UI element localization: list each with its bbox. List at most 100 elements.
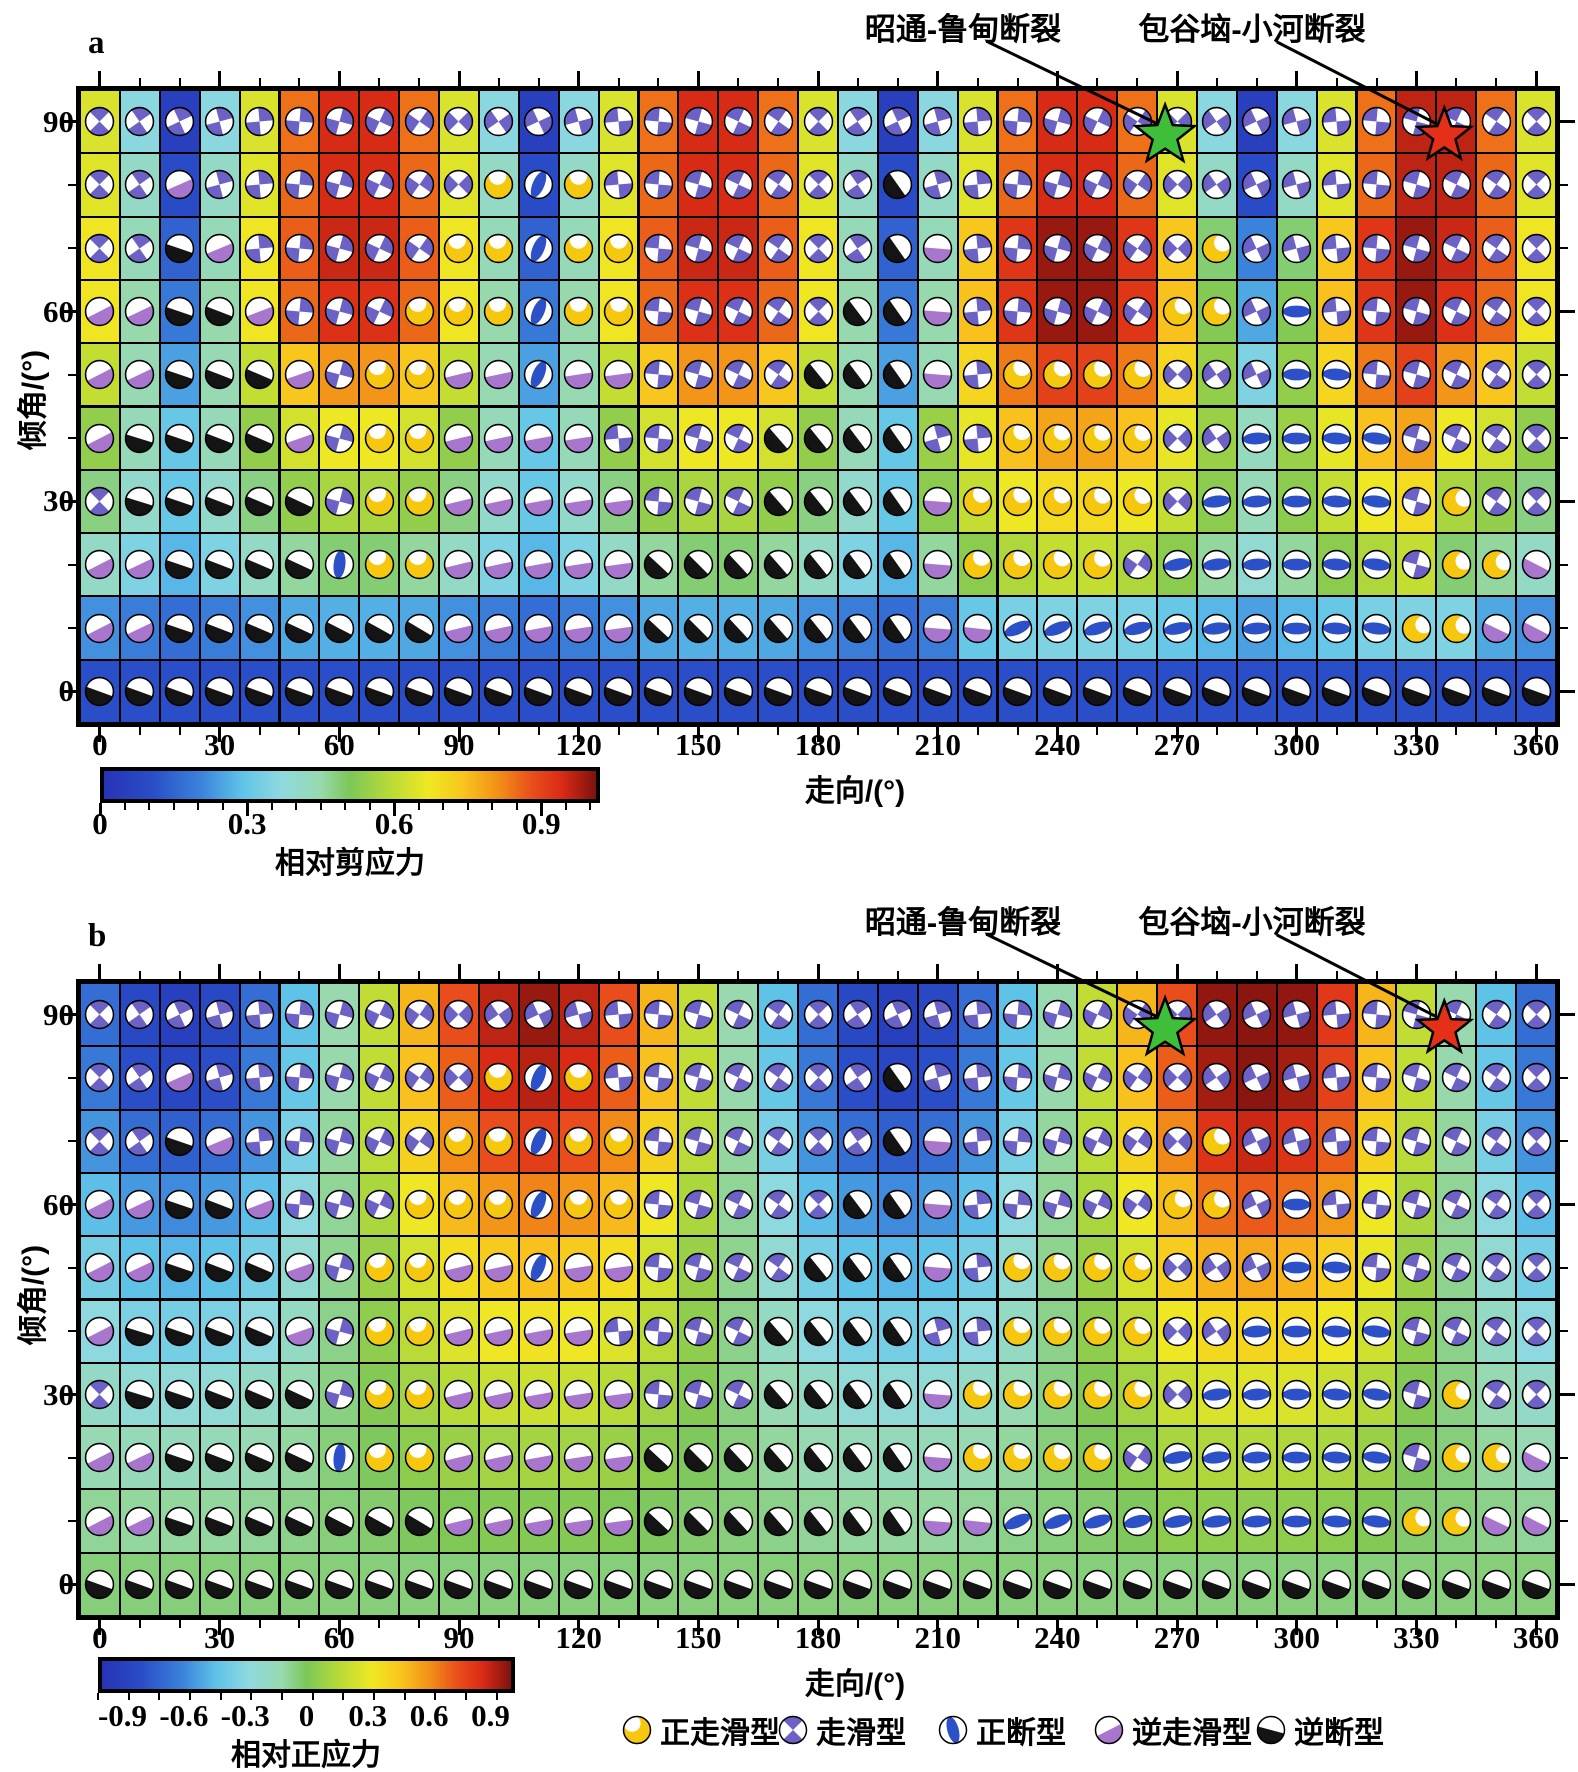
grid-cell — [319, 153, 360, 217]
focal-mechanism-n-icon — [1202, 613, 1232, 643]
y-tick-label: 90 — [43, 996, 74, 1032]
focal-mechanism-b-icon — [803, 1253, 833, 1283]
focal-mechanism-s-icon — [85, 170, 115, 200]
x-tick-bottom — [258, 727, 261, 735]
grid-cell — [1516, 90, 1556, 154]
grid-cell — [1476, 90, 1517, 154]
focal-mechanism-s-icon — [1082, 1126, 1112, 1156]
grid-cell — [798, 596, 838, 660]
grid-cell — [1236, 1236, 1277, 1300]
focal-mechanism-s-icon — [1521, 233, 1551, 263]
grid-cell — [997, 1172, 1038, 1237]
grid-cell — [1516, 1236, 1556, 1300]
x-tick-top — [617, 78, 620, 86]
focal-mechanism-s-icon — [1401, 170, 1432, 200]
focal-mechanism-b-icon — [444, 1569, 474, 1600]
grid-cell — [159, 1552, 200, 1616]
y-tick-right — [1560, 183, 1568, 186]
x-tick-bottom — [418, 1620, 421, 1628]
focal-mechanism-r-icon — [603, 1253, 634, 1283]
grid-cell — [239, 659, 280, 723]
grid-cell — [1396, 469, 1437, 534]
grid-cell — [239, 406, 280, 470]
grid-cell — [1117, 406, 1158, 470]
focal-mechanism-b-icon — [165, 1506, 195, 1536]
grid-cell — [359, 1109, 400, 1173]
focal-mechanism-s-icon — [603, 423, 634, 453]
focal-mechanism-s-icon — [643, 233, 674, 263]
focal-mechanism-s-icon — [723, 296, 753, 327]
grid-cell — [1476, 1109, 1517, 1173]
grid-cell — [239, 90, 280, 154]
focal-mechanism-r-icon — [1521, 550, 1551, 580]
focal-mechanism-n-icon — [1162, 613, 1192, 643]
focal-mechanism-n-icon — [1321, 423, 1352, 453]
x-tick-bottom — [617, 727, 620, 735]
focal-mechanism-s-icon — [603, 1316, 634, 1346]
x-tick-bottom — [457, 1620, 461, 1635]
grid-cell — [319, 1109, 360, 1173]
grid-cell — [279, 1236, 320, 1300]
focal-mechanism-s-icon — [723, 1126, 753, 1156]
focal-mechanism-s-icon — [1282, 999, 1312, 1030]
grid-cell — [1037, 279, 1078, 344]
focal-mechanism-s-icon — [364, 233, 394, 263]
grid-cell — [1276, 1046, 1317, 1110]
focal-mechanism-b-icon — [763, 1316, 793, 1346]
focal-mechanism-s-icon — [843, 1063, 873, 1093]
focal-mechanism-s-icon — [643, 423, 674, 453]
legend-label: 逆断型 — [1294, 1717, 1384, 1750]
grid-cell — [877, 533, 918, 597]
grid-cell — [319, 1362, 360, 1427]
grid-cell — [1117, 469, 1158, 534]
focal-mechanism-s-icon — [1401, 1316, 1432, 1346]
grid-cell — [239, 216, 280, 280]
focal-mechanism-s-icon — [444, 999, 474, 1030]
focal-mechanism-s-icon — [324, 170, 355, 200]
focal-mechanism-n-icon — [1282, 296, 1312, 327]
grid-cell — [917, 90, 958, 154]
focal-mechanism-b-icon — [165, 1569, 195, 1600]
grid-cell — [558, 533, 599, 597]
grid-cell — [877, 216, 918, 280]
grid-cell — [837, 1489, 878, 1553]
focal-mechanism-y-icon — [1481, 1443, 1512, 1473]
grid-cell — [478, 596, 519, 660]
grid-cell — [1396, 153, 1437, 217]
grid-cell — [917, 533, 958, 597]
grid-cell — [359, 216, 400, 280]
focal-mechanism-r-icon — [603, 1506, 634, 1536]
focal-mechanism-s-icon — [1401, 999, 1432, 1030]
grid-cell — [119, 1552, 160, 1616]
focal-mechanism-y-icon — [404, 357, 434, 390]
focal-mechanism-n-icon — [1321, 486, 1352, 517]
grid-cell — [1276, 1552, 1317, 1616]
grid-cell — [439, 153, 479, 217]
grid-cell — [359, 659, 400, 723]
focal-mechanism-s-icon — [244, 170, 275, 200]
x-tick-bottom — [298, 727, 301, 735]
focal-mechanism-r-icon — [284, 1316, 315, 1346]
grid-cell — [1356, 279, 1397, 344]
grid-cell — [718, 1489, 759, 1553]
grid-cell — [798, 1046, 838, 1110]
grid-cell — [997, 1299, 1038, 1363]
grid-cell — [439, 1172, 479, 1237]
focal-mechanism-y-icon — [1082, 1315, 1112, 1346]
focal-mechanism-r-icon — [603, 550, 634, 580]
y-tick-left — [68, 373, 76, 376]
fault-annotation-label: 包谷垴-小河断裂 — [1138, 12, 1366, 47]
colorbar-tick — [127, 1693, 130, 1700]
focal-mechanism-s-icon — [1122, 550, 1152, 580]
focal-mechanism-r-icon — [563, 550, 594, 580]
focal-mechanism-s-icon — [1122, 1063, 1152, 1093]
x-tick-top — [856, 78, 859, 86]
grid-cell — [638, 90, 679, 154]
focal-mechanism-b-icon — [843, 486, 873, 517]
x-tick-bottom — [537, 727, 540, 735]
grid-cell — [1316, 1109, 1357, 1173]
grid-cell — [558, 469, 599, 534]
x-tick-top — [337, 964, 341, 979]
focal-mechanism-b-icon — [364, 613, 394, 643]
grid-cell — [1356, 90, 1397, 154]
